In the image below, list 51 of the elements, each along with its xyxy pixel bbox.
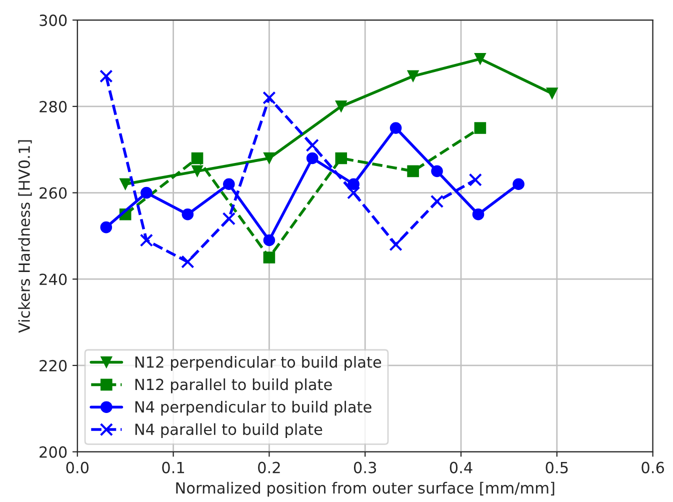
point [263,152,276,164]
point [431,165,443,178]
x-tick-label: 0.1 [162,462,184,474]
y-tick-label: 260 [40,187,67,199]
point [335,152,348,164]
legend-label: N4 parallel to build plate [135,423,322,438]
y-tick-label: 220 [40,360,67,372]
point [191,152,204,164]
point [472,208,484,220]
point [119,178,132,190]
point [222,212,236,226]
legend-label: N4 perpendicular to build plate [135,400,372,416]
point [474,122,486,134]
point [346,186,360,200]
y-tick-label: 300 [40,14,67,26]
y-axis-title: Vickers Hardness [HV0.1] [18,140,32,333]
legend-label: N12 parallel to build plate [135,378,332,394]
point [468,173,482,186]
point [306,152,318,164]
point [182,208,194,220]
x-tick-label: 0.4 [450,462,472,474]
point [263,234,276,246]
point [223,178,235,190]
y-tick-label: 280 [40,100,67,112]
point [262,91,276,104]
point [546,88,558,100]
x-tick-label: 0.5 [546,462,568,474]
point [407,165,419,178]
y-tick-label: 200 [40,446,67,458]
point [335,100,348,112]
point [474,53,486,65]
x-tick-label: 0.6 [642,462,664,474]
point [430,194,444,208]
point [100,70,113,83]
point [407,70,419,82]
point [140,186,152,199]
point [512,178,524,190]
x-tick-label: 0.2 [258,462,280,474]
legend-label: N12 perpendicular to build plate [135,356,382,371]
point [191,165,204,178]
point [100,221,112,234]
point [140,234,154,247]
point [389,238,402,252]
point [181,255,194,268]
x-axis-title: Normalized position from outer surface [mm/mm] [176,482,554,497]
x-tick-label: 0.0 [66,462,89,474]
point [306,138,319,152]
point [390,122,402,134]
y-tick-label: 240 [40,274,67,286]
x-tick-label: 0.3 [354,462,376,474]
point [263,252,276,264]
